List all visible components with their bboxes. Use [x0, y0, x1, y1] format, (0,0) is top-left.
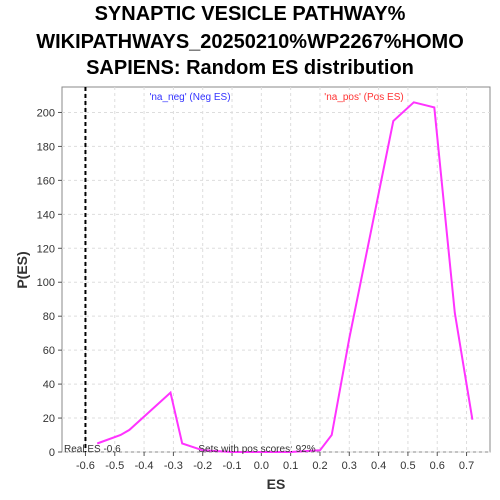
y-tick-label: 160	[37, 175, 55, 187]
y-tick-label: 0	[49, 447, 55, 459]
x-tick-label: 0.2	[312, 460, 327, 472]
y-tick-label: 80	[43, 311, 55, 323]
y-axis-label: P(ES)	[14, 251, 30, 288]
tick-layer: -0.6 -0.5 -0.4 -0.3 -0.2 -0.1 0.0 0.1 0.2 0.3 0.4 0…	[37, 107, 475, 472]
y-tick-label: 140	[37, 209, 55, 221]
y-tick-label: 180	[37, 141, 55, 153]
es-distribution-line	[96, 101, 474, 453]
x-tick-label: 0.1	[283, 460, 298, 472]
x-tick-label: 0.3	[342, 460, 357, 472]
x-tick-label: 0.7	[459, 460, 474, 472]
y-tick-label: 100	[37, 277, 55, 289]
x-tick-label: -0.1	[223, 460, 242, 472]
x-tick-label: 0.6	[430, 460, 445, 472]
real-es-label: Real ES -0.6	[64, 444, 121, 455]
y-tick-label: 20	[43, 413, 55, 425]
x-tick-label: -0.4	[135, 460, 154, 472]
plot-area	[61, 86, 491, 453]
neg-es-label: 'na_neg' (Neg ES)	[149, 92, 230, 103]
y-tick-label: 200	[37, 107, 55, 119]
pos-es-label: 'na_pos' (Pos ES)	[324, 92, 403, 103]
x-tick-label: -0.6	[76, 460, 95, 472]
y-tick-label: 120	[37, 243, 55, 255]
y-tick-label: 40	[43, 379, 55, 391]
x-tick-label: -0.3	[164, 460, 183, 472]
x-tick-label: 0.0	[254, 460, 269, 472]
grid-layer	[62, 87, 490, 453]
x-tick-label: 0.5	[400, 460, 415, 472]
chart-title-line-3: SAPIENS: Random ES distribution	[86, 57, 414, 79]
x-tick-label: -0.2	[193, 460, 212, 472]
y-tick-label: 60	[43, 345, 55, 357]
chart-title-line-2: WIKIPATHWAYS_20250210%WP2267%HOMO	[36, 31, 464, 53]
x-tick-label: 0.4	[371, 460, 386, 472]
pos-scores-label: Sets with pos scores: 92%	[198, 444, 315, 455]
x-tick-label: -0.5	[105, 460, 124, 472]
x-axis-label: ES	[267, 476, 286, 492]
chart-title-line-1: SYNAPTIC VESICLE PATHWAY%	[94, 3, 406, 25]
